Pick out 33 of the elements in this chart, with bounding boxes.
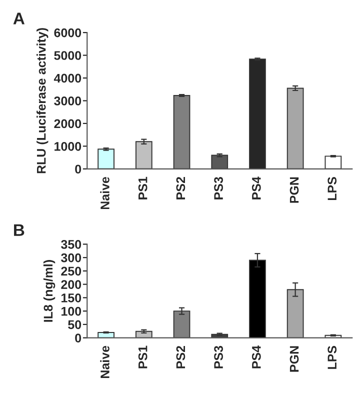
y-tick-label: 1000 xyxy=(54,142,82,151)
x-tick-label: PS3 xyxy=(214,346,223,368)
y-tick-label: 250 xyxy=(61,266,82,276)
x-tick-label: LPS xyxy=(328,177,337,200)
y-tick-label: 3000 xyxy=(54,96,82,106)
y-tick-label: 0 xyxy=(75,334,82,342)
y-tick-label: 5000 xyxy=(54,51,82,60)
y-tick-label: 0 xyxy=(75,164,82,174)
y-axis-title: RLU (Luciferase activity) xyxy=(36,28,48,174)
y-tick-label: 4000 xyxy=(54,74,82,83)
x-tick-label: PS1 xyxy=(138,346,148,368)
x-tick-label: Naive xyxy=(100,176,110,210)
x-tick-label: PS3 xyxy=(214,176,223,200)
y-tick-label: 350 xyxy=(61,240,82,249)
chart-title: A xyxy=(13,12,25,24)
y-tick-label: 50 xyxy=(68,320,82,330)
x-tick-label: PS4 xyxy=(252,346,261,368)
x-tick-label: PS2 xyxy=(176,177,186,200)
x-tick-label: PS1 xyxy=(138,176,148,200)
y-tick-label: 150 xyxy=(62,293,82,302)
x-tick-label: Naive xyxy=(100,346,110,378)
chart-title: B xyxy=(14,224,24,236)
x-tick-label: PGN xyxy=(290,177,299,203)
y-tick-label: 2000 xyxy=(54,119,82,128)
x-tick-label: PGN xyxy=(290,346,299,372)
y-tick-label: 6000 xyxy=(54,28,82,38)
x-tick-label: LPS xyxy=(328,346,337,369)
y-axis-title: IL8 (ng/ml) xyxy=(43,260,56,322)
x-tick-label: PS2 xyxy=(176,346,186,368)
y-tick-label: 300 xyxy=(61,253,82,262)
y-tick-label: 200 xyxy=(61,280,82,289)
y-tick-label: 100 xyxy=(62,306,82,316)
x-tick-label: PS4 xyxy=(252,176,261,200)
